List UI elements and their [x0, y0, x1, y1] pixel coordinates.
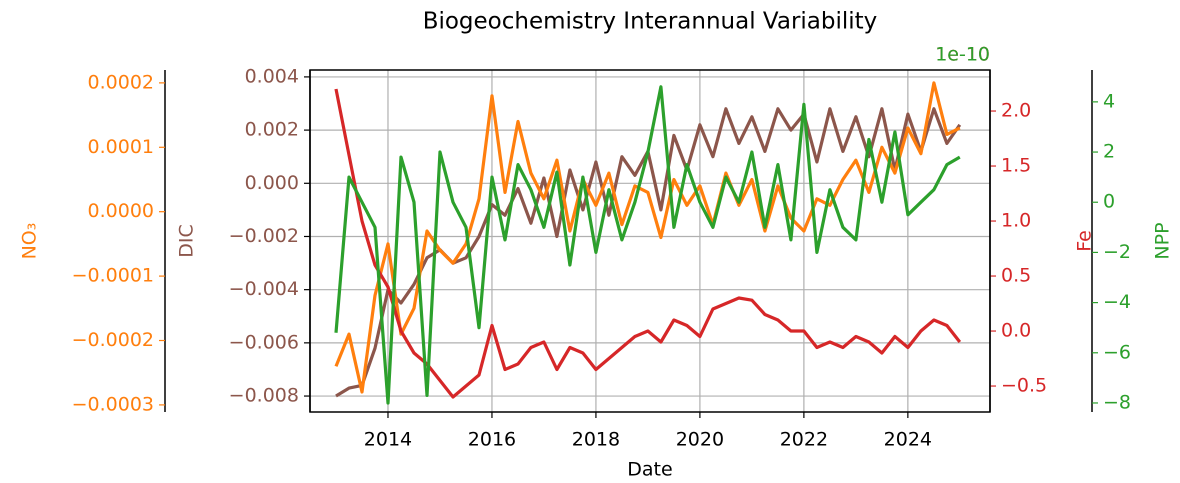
axis-offset-label: 1e-10 [935, 44, 990, 66]
x-tick-label: 2020 [676, 429, 724, 451]
y-tick-label: 1.0 [1001, 210, 1031, 232]
x-tick-label: 2018 [572, 429, 620, 451]
y-axis-label: NPP [1152, 222, 1174, 259]
y-tick-label: 1.5 [1001, 155, 1031, 177]
y-tick-label: −0.0002 [72, 329, 154, 351]
plot-frame [309, 69, 991, 413]
y-tick-label: −0.5 [1001, 375, 1047, 397]
line-series [334, 85, 961, 405]
y-tick-label: −4 [1103, 291, 1131, 313]
y-tick-label: −0.006 [229, 331, 299, 353]
line-series [334, 88, 962, 399]
chart-title: Biogeochemistry Interannual Variability [423, 9, 878, 35]
x-tick-label: 2014 [364, 429, 412, 451]
line-series [334, 81, 961, 394]
y-tick-label: 2.0 [1001, 100, 1031, 122]
y-tick-label: 0.000 [245, 172, 299, 194]
y-tick-label: −2 [1103, 241, 1131, 263]
y-tick-label: 4 [1103, 90, 1115, 112]
y-axis-label: NO₃ [19, 223, 41, 260]
axis-offset-label: 1e-10 [935, 44, 990, 66]
y-tick-label: −8 [1103, 391, 1131, 413]
y-tick-label: −0.0001 [72, 265, 154, 287]
x-axis-label: Date [627, 459, 672, 481]
y-tick-label: 0.0001 [88, 136, 154, 158]
y-tick-label: 0.0000 [88, 200, 154, 222]
y-axis-label: DIC [176, 224, 198, 258]
y-axis-label: Fe [1074, 230, 1096, 252]
y-tick-label: −0.0003 [72, 393, 154, 415]
x-tick-label: 2024 [884, 429, 932, 451]
y-tick-label: 0.0002 [88, 71, 154, 93]
y-tick-label: −0.002 [229, 225, 299, 247]
y-tick-label: 0.002 [245, 119, 299, 141]
y-tick-label: 2 [1103, 141, 1115, 163]
y-tick-label: −0.004 [229, 278, 299, 300]
x-tick-label: 2022 [780, 429, 828, 451]
y-tick-label: −6 [1103, 341, 1131, 363]
y-tick-label: 0 [1103, 191, 1115, 213]
y-tick-label: −0.008 [229, 385, 299, 407]
y-tick-label: 0.5 [1001, 265, 1031, 287]
y-tick-label: 0.0 [1001, 320, 1031, 342]
x-tick-label: 2016 [468, 429, 516, 451]
y-tick-label: 0.004 [245, 65, 299, 87]
